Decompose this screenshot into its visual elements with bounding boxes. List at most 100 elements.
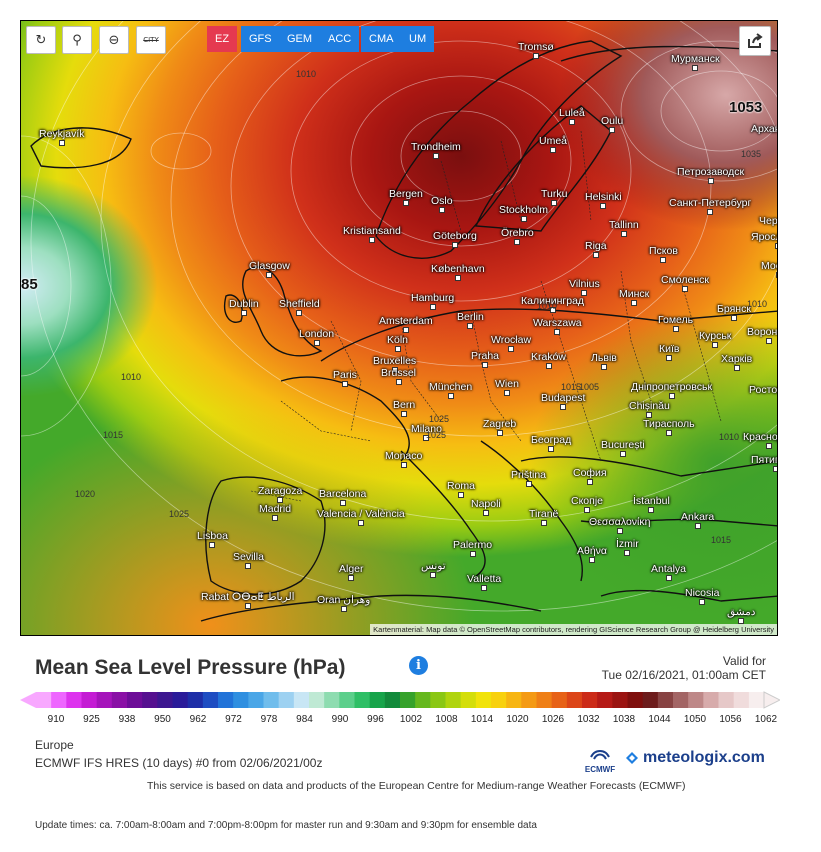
city-label: Oran وهران <box>317 594 371 606</box>
city-label: Zagreb <box>483 418 517 430</box>
legend-low-arrow <box>20 692 36 708</box>
legend-tick: 978 <box>260 714 278 725</box>
share-icon[interactable] <box>739 26 771 56</box>
legend-swatch <box>218 692 234 708</box>
city-label: Ростов-на-Дону <box>749 384 777 396</box>
legend-tick: 938 <box>118 714 136 725</box>
city-label: Tallinn <box>609 219 639 231</box>
legend-swatch <box>293 692 310 708</box>
zoom-out-icon[interactable]: ⊖ <box>99 26 129 54</box>
city-label: Dublin <box>229 298 259 310</box>
isobar-label: 1010 <box>719 432 740 442</box>
city-label: Trondheim <box>411 141 461 153</box>
model-gem-button[interactable]: GEM <box>279 26 321 52</box>
isobar-label: 1015 <box>561 382 582 392</box>
legend-swatch <box>172 692 189 708</box>
city-label: Bern <box>393 399 416 411</box>
city-label: Örebro <box>501 227 534 239</box>
city-label: Wrocław <box>491 334 532 346</box>
valid-date: Tue 02/16/2021, 01:00am CET <box>601 668 766 682</box>
legend-swatch <box>718 692 735 708</box>
color-legend <box>20 691 780 709</box>
legend-tick: 950 <box>154 714 171 725</box>
city-label: София <box>573 467 607 479</box>
low-pressure-value: 85 <box>21 276 38 293</box>
legend-swatch <box>309 692 325 708</box>
legend-swatch <box>506 692 522 708</box>
isobar-label: 1025 <box>169 509 190 519</box>
city-label: Курськ <box>699 330 732 342</box>
city-label: Brussel <box>381 367 417 379</box>
legend-swatch <box>51 692 67 708</box>
city-label: Харків <box>721 353 753 365</box>
isobar-label: 1005 <box>579 382 600 392</box>
reload-icon[interactable]: ↻ <box>26 26 56 54</box>
isobar-label: 1010 <box>747 299 768 309</box>
brand-logo[interactable]: meteologix.com <box>624 749 765 767</box>
legend-tick: 984 <box>296 714 313 725</box>
legend-swatch <box>66 692 82 708</box>
city-label: Turku <box>541 188 568 200</box>
city-label: Αθήνα <box>577 545 608 557</box>
city-label: Львів <box>591 352 617 364</box>
model-acc-button[interactable]: ACC <box>320 26 360 52</box>
city-label: Stockholm <box>499 204 549 216</box>
valid-label: Valid for <box>722 654 766 668</box>
pressure-map[interactable]: ↻ ⚲ ⊖ CITY EZ GFS GEM ACC CMA UM Tromsø М… <box>20 20 778 636</box>
model-cma-button[interactable]: CMA <box>361 26 402 52</box>
legend-swatch <box>81 692 98 708</box>
legend-swatch <box>536 692 553 708</box>
city-label: Valletta <box>467 573 502 585</box>
model-gfs-button[interactable]: GFS <box>241 26 280 52</box>
city-label: Калининград <box>521 295 585 307</box>
legend-tick: 1014 <box>470 714 494 725</box>
city-label: Wien <box>495 378 519 390</box>
city-label: Sevilla <box>233 551 264 563</box>
pressure-field <box>21 21 777 635</box>
legend-swatch <box>703 692 719 708</box>
legend-tick: 1002 <box>399 714 423 725</box>
city-label: Санкт-Петербург <box>669 197 752 209</box>
city-label: Tiranë <box>529 508 559 520</box>
legend-swatch <box>673 692 689 708</box>
city-label: Tromsø <box>518 41 554 53</box>
page-title: Mean Sea Level Pressure (hPa) <box>35 656 346 679</box>
high-pressure-value: 1053 <box>729 99 763 116</box>
location-pin-icon[interactable]: ⚲ <box>62 26 92 54</box>
legend-swatch <box>384 692 401 708</box>
legend-swatch <box>445 692 462 708</box>
legend-tick: 1008 <box>435 714 458 725</box>
city-label: Barcelona <box>319 488 367 500</box>
isobar-label: 1015 <box>711 535 732 545</box>
city-label: Краснодар <box>743 431 777 443</box>
city-label: Скопје <box>571 495 603 507</box>
legend-swatch <box>111 692 128 708</box>
city-label: Kraków <box>531 351 567 363</box>
city-label: Monaco <box>385 450 423 462</box>
city-label: Alger <box>339 563 364 575</box>
city-label: Ankara <box>681 511 715 523</box>
legend-swatch <box>157 692 173 708</box>
legend-swatch <box>597 692 613 708</box>
isobar-label: 1010 <box>296 69 317 79</box>
info-icon[interactable]: i <box>409 656 428 675</box>
city-label: Петрозаводск <box>677 166 745 178</box>
legend-swatch <box>475 692 492 708</box>
city-label: München <box>429 381 473 393</box>
legend-swatch <box>733 692 750 708</box>
city-label: London <box>299 328 335 340</box>
city-label: Antalya <box>651 563 687 575</box>
city-label: Θεσσαλονίκη <box>589 516 651 528</box>
city-toggle-icon[interactable]: CITY <box>136 26 166 54</box>
model-ez-button[interactable]: EZ <box>207 26 238 52</box>
legend-tick: 1038 <box>612 714 636 725</box>
city-label: Пятигорск <box>751 454 777 466</box>
legend-tick: 972 <box>225 714 242 725</box>
city-label: Valencia / València <box>317 508 405 520</box>
isobar-label: 1035 <box>741 149 762 159</box>
legend-tick: 1062 <box>754 714 778 725</box>
legend-tick: 962 <box>189 714 207 725</box>
model-um-button[interactable]: UM <box>401 26 435 52</box>
city-label: Череповец <box>759 215 777 227</box>
ecmwf-logo[interactable]: ECMWF <box>583 746 617 774</box>
